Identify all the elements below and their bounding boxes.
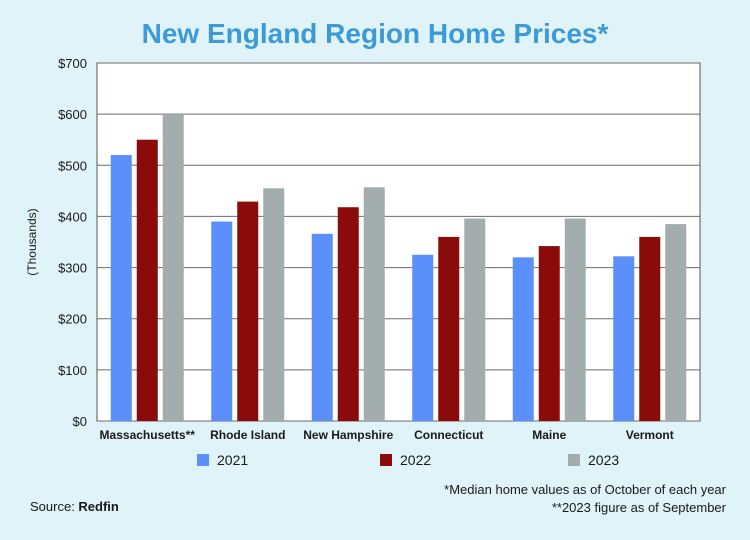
plot-area [96,62,701,422]
source-value: Redfin [78,499,119,514]
category-label: New Hampshire [303,428,393,442]
category-label: Massachusetts** [100,428,196,442]
category-label: Connecticut [414,428,483,442]
legend-label-2021: 2021 [217,452,248,468]
y-tick-label: $0 [73,414,87,429]
legend-swatch-2023 [568,454,580,466]
bar-2023 [665,224,687,421]
y-tick-label: $600 [58,107,87,122]
y-axis-label: (Thousands) [25,208,39,275]
category-label: Maine [532,428,566,442]
source-credit: Source: Redfin [30,499,119,514]
x-axis-labels: Massachusetts** Rhode Island New Hampshire… [100,428,674,442]
footnote-2023: **2023 figure as of September [551,500,726,515]
y-tick-label: $400 [58,209,87,224]
bar-2023 [564,218,586,421]
y-tick-label: $100 [58,363,87,378]
source-label: Source: [30,499,79,514]
bar-2022 [136,139,158,421]
bar-2021 [311,233,333,421]
bar-2023 [363,187,385,421]
y-tick-label: $300 [58,261,87,276]
bar-2021 [412,254,434,421]
bar-2021 [512,257,534,421]
bar-2022 [237,201,259,421]
legend-label-2023: 2023 [588,452,619,468]
category-label: Vermont [626,428,674,442]
bars [110,114,687,422]
legend-label-2022: 2022 [400,452,431,468]
y-tick-label: $700 [58,56,87,71]
bar-2022 [438,236,460,421]
bar-2021 [110,155,132,422]
y-tick-label: $200 [58,312,87,327]
legend-swatch-2021 [197,454,209,466]
bar-2023 [464,218,486,421]
bar-2022 [538,246,560,421]
grid-lines [97,62,700,422]
y-tick-label: $500 [58,158,87,173]
category-label: Rhode Island [210,428,285,442]
bar-2022 [639,236,661,421]
chart-title: New England Region Home Prices* [141,18,609,49]
bar-2023 [263,188,285,421]
bar-2022 [337,207,359,421]
footnote-median: *Median home values as of October of eac… [444,482,726,497]
legend-swatch-2022 [380,454,392,466]
y-axis-ticks: $0 $100 $200 $300 $400 $500 $600 $700 [58,56,87,429]
bar-2023 [162,114,184,422]
legend: 2021 2022 2023 [197,452,619,468]
bar-2021 [211,221,233,421]
bar-2021 [613,256,635,421]
